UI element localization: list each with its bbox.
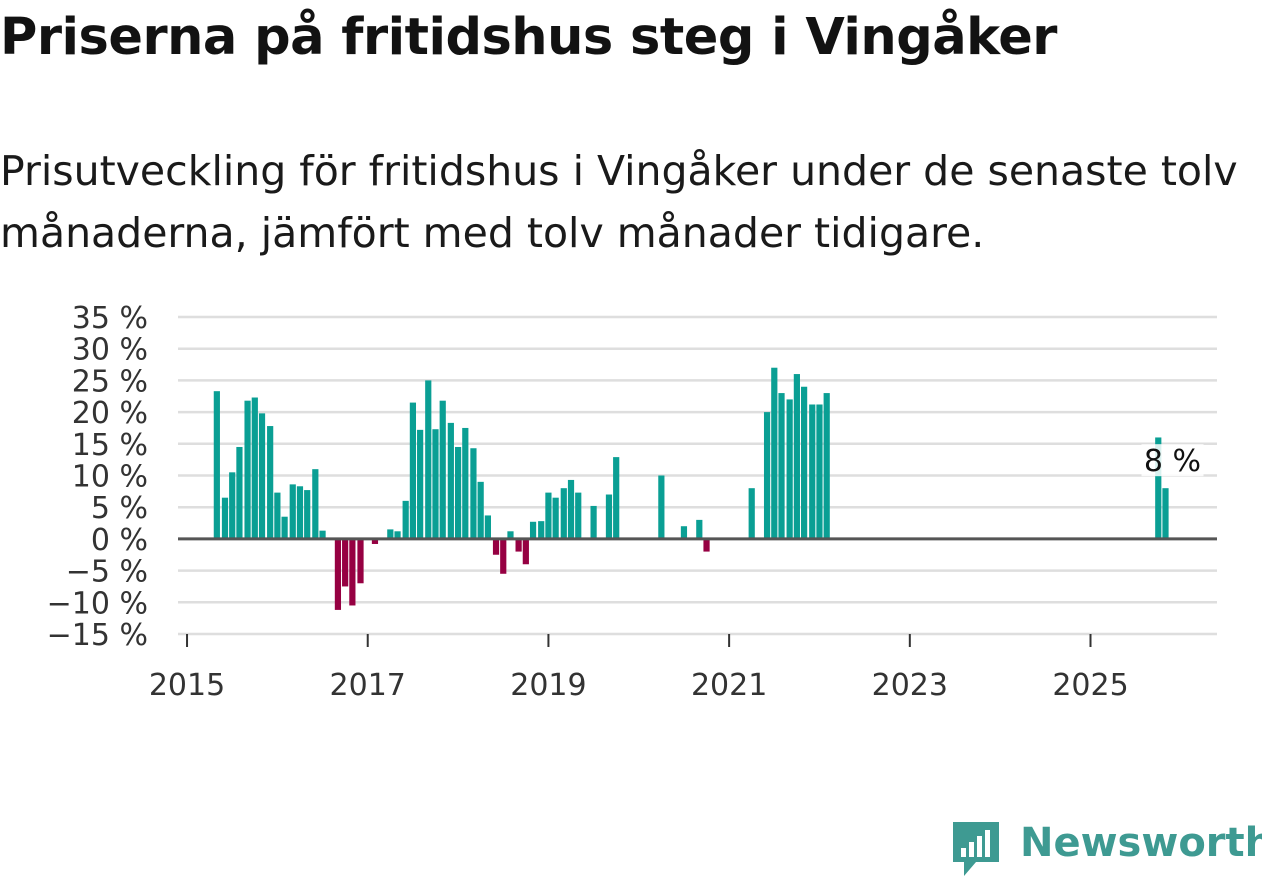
y-tick-label: 15 %: [72, 428, 148, 463]
bar-positive: [529, 521, 537, 539]
bar-positive: [251, 397, 258, 539]
y-tick-label: 10 %: [72, 460, 148, 495]
bar-positive: [748, 488, 755, 539]
bar-positive: [454, 446, 462, 539]
bar-positive: [267, 426, 274, 539]
bar-positive: [1162, 488, 1169, 539]
bar-positive: [823, 393, 830, 539]
bar-negative: [334, 538, 342, 610]
annotation-label: 8 %: [1144, 444, 1201, 479]
bar-positive: [462, 427, 469, 539]
bar-positive: [236, 446, 243, 539]
bar-positive: [680, 526, 688, 539]
bar-positive: [394, 531, 401, 539]
bar-positive: [778, 393, 785, 539]
bar-positive: [319, 530, 326, 539]
bar-positive: [477, 481, 484, 539]
bar-positive: [575, 492, 582, 539]
bar-positive: [281, 516, 288, 539]
bar-negative: [492, 538, 500, 555]
bar-positive: [605, 494, 613, 539]
bar-positive: [289, 484, 296, 539]
bar-positive: [793, 374, 800, 539]
bar-positive: [801, 386, 808, 539]
y-tick-label: −5 %: [66, 555, 148, 590]
bar-positive: [470, 448, 477, 539]
chart-title: Priserna på fritidshus steg i Vingåker: [0, 8, 1057, 67]
bar-chart: 35 %30 %25 %20 %15 %10 %5 %0 %−5 %−10 %−…: [47, 301, 1217, 703]
bar-positive: [244, 400, 251, 539]
bar-negative: [515, 538, 522, 552]
bar-positive: [567, 479, 575, 539]
y-tick-label: 30 %: [72, 333, 148, 368]
y-tick-label: 0 %: [91, 523, 148, 558]
bar-negative: [500, 538, 507, 574]
brand-logo: Newsworthy: [950, 818, 1262, 878]
bar-chart-logo-icon: [953, 822, 999, 876]
x-tick-label: 2023: [872, 668, 948, 703]
bar-negative: [349, 538, 356, 606]
bar-positive: [274, 492, 281, 539]
bar-positive: [613, 457, 620, 539]
bar-positive: [213, 391, 220, 539]
bar-negative: [522, 538, 529, 565]
bar-negative: [703, 538, 710, 552]
bar-positive: [432, 429, 439, 539]
x-tick-label: 2017: [330, 668, 406, 703]
chart-subtitle: Prisutveckling för fritidshus i Vingåker…: [0, 147, 1238, 257]
bar-positive: [590, 505, 597, 539]
bar-positive: [560, 488, 567, 539]
bar-positive: [387, 529, 394, 539]
bar-positive: [552, 497, 559, 539]
x-tick-label: 2021: [691, 668, 767, 703]
x-tick-label: 2019: [510, 668, 586, 703]
bar-positive: [696, 519, 703, 539]
bar-positive: [296, 486, 304, 539]
bar-positive: [507, 531, 514, 539]
x-tick-label: 2025: [1052, 668, 1128, 703]
bar-positive: [409, 402, 417, 539]
bar-positive: [816, 404, 823, 539]
brand-name: Newsworthy: [1020, 820, 1262, 866]
bar-positive: [221, 497, 229, 539]
bar-positive: [538, 521, 545, 539]
y-tick-label: 20 %: [72, 396, 148, 431]
bar-positive: [312, 469, 319, 539]
bar-positive: [439, 400, 446, 539]
bar-positive: [1155, 437, 1162, 539]
bar-negative: [357, 538, 364, 584]
y-tick-label: 35 %: [72, 301, 148, 336]
bar-positive: [809, 404, 816, 539]
bar-positive: [402, 500, 409, 539]
y-tick-label: −15 %: [47, 618, 148, 653]
y-tick-label: 5 %: [91, 491, 148, 526]
bar-negative: [371, 538, 379, 544]
bar-positive: [229, 472, 236, 539]
bar-positive: [417, 429, 424, 539]
bar-positive: [545, 492, 552, 539]
y-tick-label: −10 %: [47, 586, 148, 621]
bar-positive: [425, 380, 432, 539]
x-tick-label: 2015: [149, 668, 225, 703]
bar-positive: [447, 422, 454, 539]
annotation-background: [1141, 444, 1204, 477]
y-tick-label: 25 %: [72, 364, 148, 399]
bar-positive: [786, 399, 793, 539]
bar-positive: [771, 367, 778, 539]
bar-positive: [658, 475, 665, 539]
bar-positive: [304, 490, 311, 539]
bar-negative: [342, 538, 349, 587]
bar-positive: [258, 413, 266, 539]
bar-positive: [763, 412, 771, 539]
bar-positive: [484, 515, 491, 539]
